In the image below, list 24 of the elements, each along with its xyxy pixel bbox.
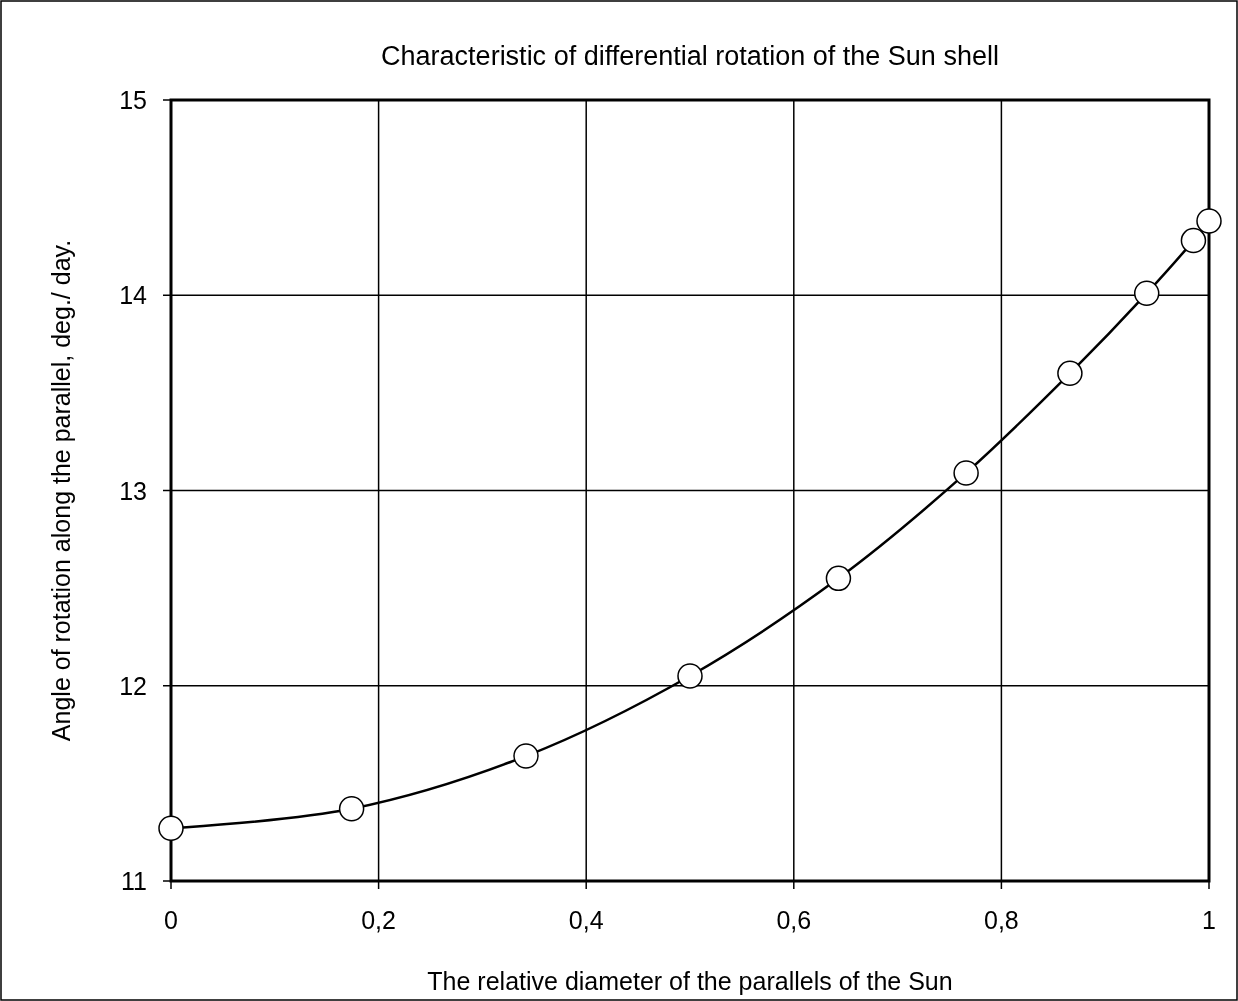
point [158, 815, 184, 842]
y-tick-label: 13 [119, 476, 147, 505]
y-tick-label: 11 [121, 867, 147, 895]
point [677, 663, 703, 689]
x-tick-label: 0,4 [568, 906, 604, 934]
x-tick-label: 0,2 [361, 906, 396, 934]
point [1196, 208, 1222, 234]
point [1180, 227, 1207, 254]
y-tick-label: 14 [119, 281, 148, 310]
x-tick-label: 0 [164, 906, 178, 934]
x-tick-label: 1 [1202, 906, 1216, 934]
x-tick-label: 0,8 [984, 906, 1019, 934]
point [825, 565, 852, 592]
point [513, 743, 539, 769]
y-tick-label: 15 [119, 86, 147, 114]
x-tick-label: 0,6 [776, 906, 812, 934]
point [1133, 280, 1160, 307]
point [953, 460, 979, 486]
chart-title: Characteristic of differential rotation of the Sun shell [381, 41, 999, 71]
point [338, 796, 365, 822]
y-tick-label: 12 [119, 671, 147, 700]
x-axis-title: The relative diameter of the parallels of the Sun [427, 967, 953, 995]
y-axis-title: Angle of rotation along the parallel, deg./ day. [47, 239, 75, 742]
point [1057, 360, 1083, 387]
